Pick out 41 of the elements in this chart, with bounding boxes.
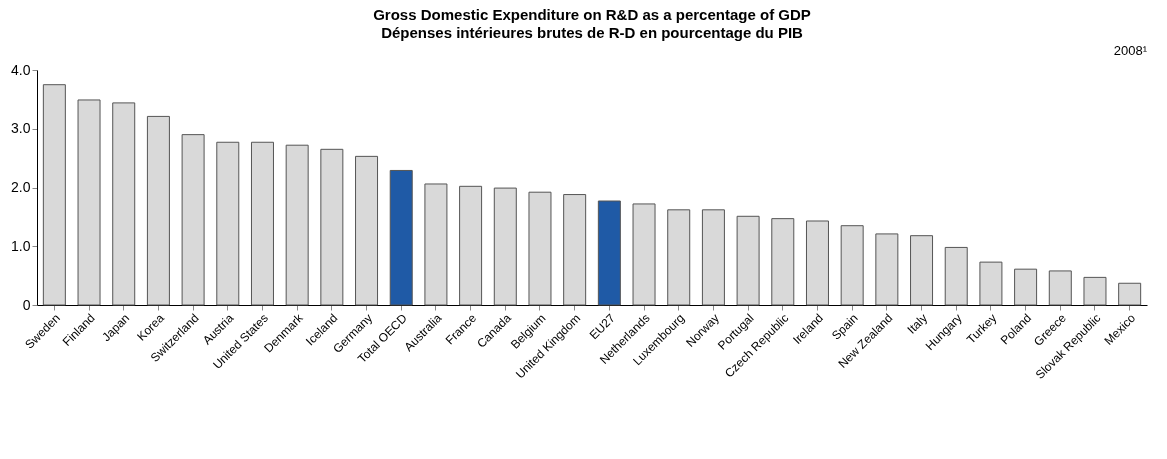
bar: [563, 194, 587, 306]
chart-subtitle: Dépenses intérieures brutes de R-D en pourcentage du PIB: [381, 24, 804, 41]
y-tick-label: 3.0: [11, 120, 31, 137]
bar: [320, 148, 344, 306]
bar: [42, 84, 66, 306]
bar: [979, 261, 1003, 306]
y-tick-label: 2.0: [11, 179, 31, 195]
y-tick-label: 0: [22, 296, 31, 313]
bar: [701, 209, 725, 306]
bar: [146, 115, 170, 306]
bar: [1118, 282, 1142, 306]
bar: [597, 200, 621, 306]
bar: [910, 235, 934, 306]
y-tick-label: 4.0: [11, 61, 31, 78]
bar: [355, 155, 379, 306]
bar: [1014, 268, 1038, 306]
bar: [112, 102, 136, 306]
bar: [736, 215, 760, 306]
bar: [424, 183, 448, 306]
bar: [944, 246, 968, 306]
y-tick-label: 1.0: [11, 237, 31, 254]
bar: [77, 99, 101, 306]
bar: [632, 203, 656, 306]
bar: [1083, 276, 1107, 306]
text: 2008¹: [1113, 43, 1148, 58]
bar: [528, 191, 552, 306]
bar: [840, 225, 864, 306]
bar: [181, 134, 205, 306]
x-tick-label: Italy: [904, 311, 931, 337]
bar: [875, 233, 899, 306]
bar: [389, 169, 413, 306]
bar: [771, 218, 795, 306]
bar: [216, 141, 240, 306]
bar: [250, 141, 274, 306]
bar: [493, 187, 517, 306]
bar: [805, 220, 829, 306]
bar: [285, 144, 309, 306]
chart-title: Gross Domestic Expenditure on R&D as a percentage of GDP: [373, 6, 811, 23]
bar: [459, 185, 483, 306]
bar: [1048, 270, 1072, 306]
bar: [667, 209, 691, 306]
